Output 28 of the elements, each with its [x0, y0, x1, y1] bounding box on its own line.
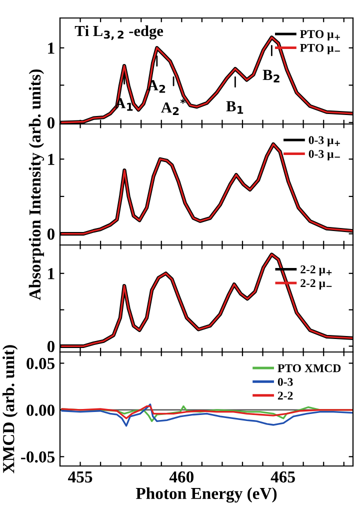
y-tick-label: 0 — [47, 117, 55, 128]
annotation: B$_{2}$ — [262, 70, 280, 82]
legend-label: 2-2 μ$_{−}$ — [300, 279, 332, 290]
legend-label: 0-3 μ$_{−}$ — [308, 150, 340, 160]
annotation: A$_{2}$$^{*}$ — [161, 98, 186, 116]
legend-label: PTO μ$_{+}$ — [300, 30, 340, 40]
legend-label: PTO XMCD — [278, 364, 341, 372]
y-tick-label: 0.00 — [26, 404, 55, 416]
x-tick-label: 455 — [68, 471, 92, 483]
legend-label: 2-2 μ$_{+}$ — [300, 265, 332, 276]
y-tick-label: 0 — [47, 340, 55, 352]
y-axis-title: Absorption Intensity (arb. units) — [28, 69, 44, 300]
legend-label: 2-2 — [278, 392, 293, 400]
y-axis-title: XMCD (arb. unit) — [2, 345, 18, 474]
y-tick-label: 1 — [48, 154, 54, 165]
y-tick-label: 0 — [47, 228, 55, 240]
y-tick-label: 1 — [48, 42, 54, 54]
y-tick-label: 1 — [48, 268, 54, 280]
x-axis-title: Photon Energy (eV) — [136, 487, 277, 503]
y-tick-label: -0.05 — [21, 451, 55, 463]
legend-label: 0-3 — [278, 378, 293, 386]
x-tick-label: 465 — [270, 471, 295, 483]
annotation: Ti L$_{3,2}$ -edge — [74, 25, 164, 40]
y-tick-label: 0.05 — [26, 358, 55, 370]
x-tick-label: 460 — [169, 471, 194, 483]
legend-label: 0-3 μ$_{+}$ — [308, 136, 340, 147]
legend-label: PTO μ$_{−}$ — [300, 44, 340, 54]
annotation: B$_{1}$ — [226, 101, 244, 114]
